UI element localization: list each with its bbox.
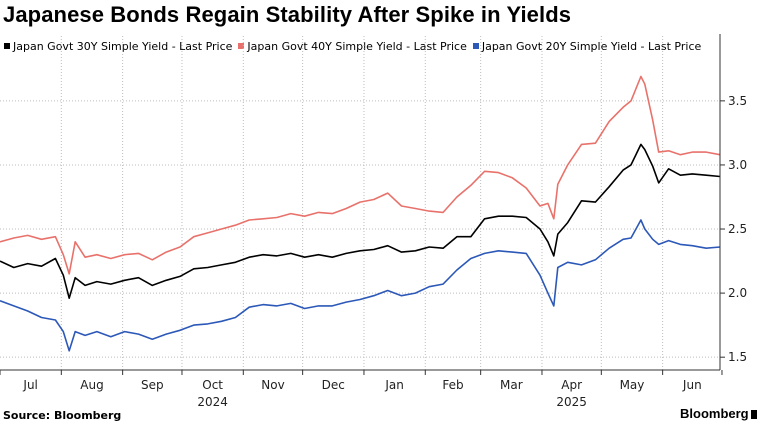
x-tick-label: Apr: [561, 378, 582, 392]
x-tick-label: Jan: [384, 378, 404, 392]
x-tick-label: May: [620, 378, 645, 392]
legend: Japan Govt 30Y Simple Yield - Last Price…: [4, 38, 707, 54]
bloomberg-mark-icon: [750, 410, 757, 419]
y-tick-label: 3.5: [728, 94, 747, 108]
brand-logo: Bloomberg: [680, 406, 757, 421]
line-20y: [0, 219, 721, 352]
legend-label-20y: Japan Govt 20Y Simple Yield - Last Price: [481, 39, 702, 53]
y-tick-label: 2.5: [728, 222, 747, 236]
chart-title: Japanese Bonds Regain Stability After Sp…: [3, 2, 572, 27]
source-note: Source: Bloomberg: [3, 409, 122, 422]
year-label: 2024: [197, 395, 228, 409]
x-tick-label: Mar: [500, 378, 523, 392]
series-lines: [0, 75, 721, 352]
legend-swatch-30y: [4, 43, 10, 49]
x-tick-label: Dec: [322, 378, 345, 392]
axes: 1.5 2.0 2.5 3.0 3.5 Jul Aug Sep Oct Nov Dec Jan Feb M…: [0, 34, 747, 409]
x-tick-label: Sep: [141, 378, 164, 392]
year-label: 2025: [556, 395, 587, 409]
legend-item-20y: Japan Govt 20Y Simple Yield - Last Price: [472, 39, 702, 53]
legend-swatch-20y: [472, 43, 479, 49]
y-tick-label: 1.5: [728, 350, 747, 364]
x-tick-label: Jul: [22, 378, 37, 392]
gridlines: [0, 36, 720, 370]
x-tick-label: Nov: [261, 378, 284, 392]
line-30y: [0, 143, 721, 299]
legend-swatch-40y: [238, 43, 245, 49]
y-tick-label: 3.0: [728, 158, 747, 172]
line-40y: [0, 75, 721, 275]
y-tick-label: 2.0: [728, 286, 747, 300]
x-tick-label: Feb: [442, 378, 463, 392]
brand-name: Bloomberg: [680, 406, 749, 421]
x-tick-label: Oct: [202, 378, 223, 392]
x-tick-label: Jun: [682, 378, 702, 392]
x-tick-label: Aug: [80, 378, 103, 392]
